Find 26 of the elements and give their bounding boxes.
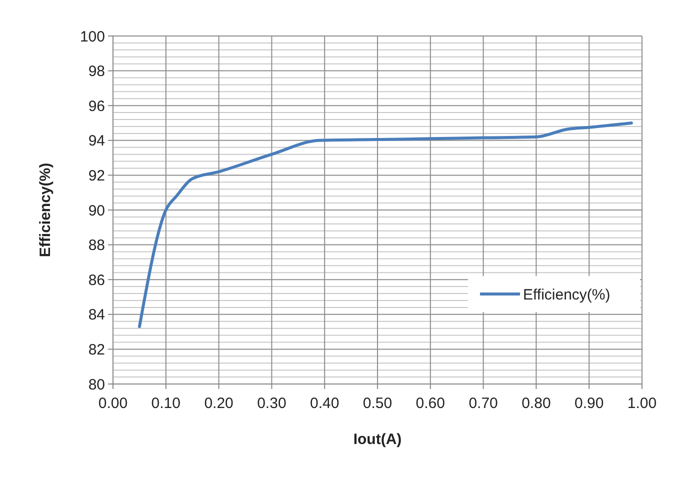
x-tick-label: 1.00 <box>627 395 657 412</box>
x-tick-label: 0.20 <box>204 395 234 412</box>
x-tick-label: 0.80 <box>522 395 551 412</box>
y-tick-label: 100 <box>80 28 105 46</box>
y-tick-label: 84 <box>88 306 105 324</box>
x-tick-label: 0.90 <box>574 395 604 412</box>
x-axis-title: Iout(A) <box>353 431 402 448</box>
x-tick-label: 0.00 <box>98 395 128 412</box>
y-tick-label: 82 <box>88 341 105 358</box>
y-tick-label: 98 <box>88 63 105 80</box>
x-tick-label: 0.60 <box>416 395 445 412</box>
legend-label: Efficiency(%) <box>523 286 610 304</box>
y-tick-label: 80 <box>88 376 105 394</box>
x-tick-label: 0.30 <box>257 395 286 412</box>
y-tick-label: 88 <box>88 237 105 254</box>
line-series <box>138 122 633 328</box>
x-tick-label: 0.70 <box>468 395 498 412</box>
y-tick-label: 94 <box>88 132 105 150</box>
y-tick-label: 86 <box>88 272 105 289</box>
x-tick-label: 0.40 <box>310 395 340 412</box>
x-tick-label: 0.50 <box>362 395 392 412</box>
x-tick-label: 0.10 <box>151 395 180 412</box>
y-tick-label: 96 <box>88 98 105 115</box>
y-tick-label: 92 <box>88 167 105 184</box>
y-tick-label: 90 <box>88 202 105 220</box>
y-axis-title: Efficiency(%) <box>37 162 54 258</box>
